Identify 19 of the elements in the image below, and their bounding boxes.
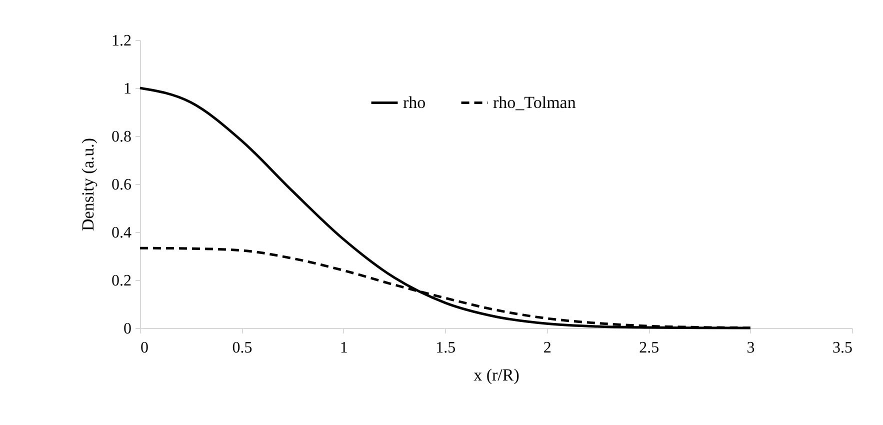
- x-axis-title: x (r/R): [474, 366, 520, 384]
- y-tick-label: 1: [124, 80, 132, 98]
- x-tick-label: 1.5: [436, 340, 456, 356]
- y-tick-label: 1.2: [112, 32, 132, 50]
- x-tick-label: 3: [746, 340, 755, 356]
- y-tick-label: 0.8: [112, 128, 132, 146]
- y-tick-label: 0.4: [112, 224, 132, 242]
- x-tick-label: 0: [140, 340, 148, 356]
- y-tick-label: 0: [124, 320, 132, 338]
- y-axis-title: Density (a.u.): [78, 138, 98, 232]
- x-tick-label: 2: [543, 340, 552, 356]
- y-tick-label: 0.2: [112, 272, 132, 290]
- y-tick-label: 0.6: [112, 176, 132, 194]
- x-tick-label: 1: [340, 340, 348, 356]
- x-tick-label: 2.5: [639, 340, 660, 356]
- x-tick-label: 3.5: [832, 340, 852, 356]
- legend-label: rho: [403, 92, 426, 112]
- legend-label: rho_Tolman: [493, 92, 576, 112]
- x-tick-label: 0.5: [232, 340, 252, 356]
